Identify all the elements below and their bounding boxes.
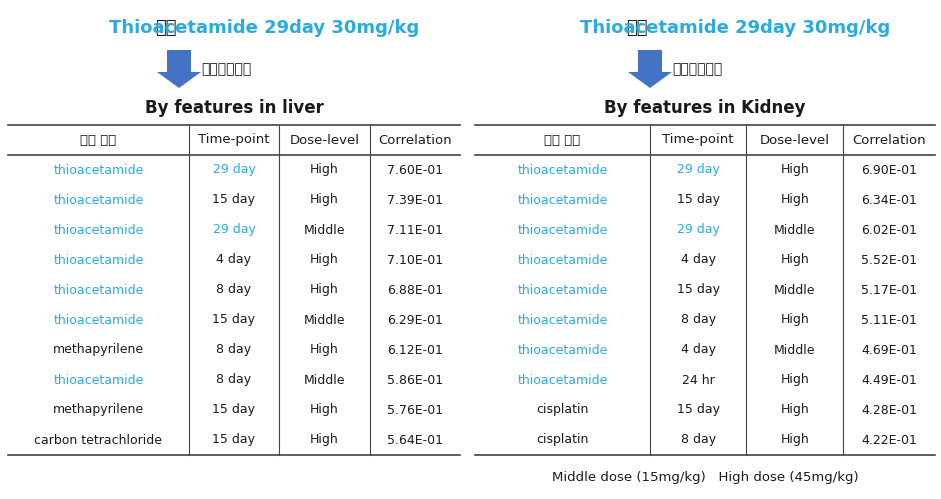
Text: thioacetamide: thioacetamide [518,283,608,296]
Text: Correlation: Correlation [853,134,926,147]
Text: 6.88E-01: 6.88E-01 [387,283,443,296]
Text: thioacetamide: thioacetamide [54,313,144,326]
Text: 8 day: 8 day [216,283,251,296]
Text: High: High [780,253,809,266]
Text: 5.64E-01: 5.64E-01 [387,434,443,447]
Text: By features in liver: By features in liver [145,99,324,117]
Text: High: High [310,164,339,177]
Text: 29 day: 29 day [213,164,255,177]
Text: 15 day: 15 day [677,283,720,296]
Text: Middle dose (15mg/kg)   High dose (45mg/kg): Middle dose (15mg/kg) High dose (45mg/kg… [551,472,858,485]
Text: 6.34E-01: 6.34E-01 [861,194,917,207]
Text: cisplatin: cisplatin [536,404,588,417]
Text: 4.49E-01: 4.49E-01 [861,373,917,387]
Text: 5.11E-01: 5.11E-01 [861,313,917,326]
Text: thioacetamide: thioacetamide [54,194,144,207]
Text: 유사실험검출: 유사실험검출 [201,62,251,76]
Text: thioacetamide: thioacetamide [518,373,608,387]
Text: 입력: 입력 [627,19,647,37]
Text: 15 day: 15 day [213,313,256,326]
Text: By features in Kidney: By features in Kidney [604,99,805,117]
Text: 8 day: 8 day [216,373,251,387]
Text: Middle: Middle [774,283,816,296]
Text: 7.11E-01: 7.11E-01 [387,224,443,237]
Text: Time-point: Time-point [199,134,270,147]
Text: 6.90E-01: 6.90E-01 [861,164,917,177]
Text: Middle: Middle [304,373,345,387]
Text: High: High [310,283,339,296]
Text: 29 day: 29 day [677,224,720,237]
Text: Dose-level: Dose-level [759,134,830,147]
Text: Middle: Middle [774,343,816,356]
Polygon shape [628,50,672,88]
Text: High: High [310,253,339,266]
Text: 29 day: 29 day [213,224,255,237]
Text: 8 day: 8 day [680,313,716,326]
Text: High: High [310,194,339,207]
Text: 6.12E-01: 6.12E-01 [387,343,442,356]
Text: 4.22E-01: 4.22E-01 [861,434,917,447]
Text: thioacetamide: thioacetamide [54,253,144,266]
Text: 15 day: 15 day [677,194,720,207]
Text: 8 day: 8 day [680,434,716,447]
Text: 약물 이름: 약물 이름 [80,134,117,147]
Text: High: High [780,404,809,417]
Text: High: High [310,343,339,356]
Text: 24 hr: 24 hr [681,373,714,387]
Text: 4.28E-01: 4.28E-01 [861,404,917,417]
Text: 5.76E-01: 5.76E-01 [387,404,443,417]
Text: thioacetamide: thioacetamide [54,283,144,296]
Text: methapyrilene: methapyrilene [53,343,144,356]
Text: 유사실험검출: 유사실험검출 [672,62,723,76]
Text: thioacetamide: thioacetamide [518,313,608,326]
Text: thioacetamide: thioacetamide [54,224,144,237]
Text: 5.86E-01: 5.86E-01 [387,373,443,387]
Text: 4 day: 4 day [216,253,251,266]
Text: cisplatin: cisplatin [536,434,588,447]
Text: thioacetamide: thioacetamide [518,253,608,266]
Text: 15 day: 15 day [213,434,256,447]
Text: 15 day: 15 day [213,194,256,207]
Text: 7.60E-01: 7.60E-01 [387,164,443,177]
Text: 5.17E-01: 5.17E-01 [861,283,917,296]
Text: 7.10E-01: 7.10E-01 [387,253,443,266]
Text: methapyrilene: methapyrilene [53,404,144,417]
Text: 15 day: 15 day [213,404,256,417]
Text: Middle: Middle [304,313,345,326]
Text: High: High [780,373,809,387]
Text: Middle: Middle [304,224,345,237]
Text: Correlation: Correlation [378,134,452,147]
Text: 약물 이름: 약물 이름 [544,134,581,147]
Text: Thioacetamide 29day 30mg/kg: Thioacetamide 29day 30mg/kg [109,19,419,37]
Text: Thioacetamide 29day 30mg/kg: Thioacetamide 29day 30mg/kg [580,19,890,37]
Text: Time-point: Time-point [662,134,734,147]
Text: High: High [780,164,809,177]
Text: 29 day: 29 day [677,164,720,177]
Text: thioacetamide: thioacetamide [518,164,608,177]
Text: Middle: Middle [774,224,816,237]
Text: High: High [310,404,339,417]
Text: 6.02E-01: 6.02E-01 [861,224,917,237]
Text: 6.29E-01: 6.29E-01 [387,313,442,326]
Text: 입력: 입력 [155,19,177,37]
Text: Dose-level: Dose-level [290,134,359,147]
Text: High: High [780,434,809,447]
Text: 8 day: 8 day [216,343,251,356]
Text: thioacetamide: thioacetamide [54,373,144,387]
Text: High: High [780,313,809,326]
Text: thioacetamide: thioacetamide [518,194,608,207]
Text: thioacetamide: thioacetamide [54,164,144,177]
Text: carbon tetrachloride: carbon tetrachloride [35,434,163,447]
Text: 4 day: 4 day [680,253,715,266]
Text: 15 day: 15 day [677,404,720,417]
Text: 7.39E-01: 7.39E-01 [387,194,443,207]
Text: High: High [310,434,339,447]
Text: thioacetamide: thioacetamide [518,343,608,356]
Polygon shape [157,50,201,88]
Text: 4.69E-01: 4.69E-01 [861,343,917,356]
Text: High: High [780,194,809,207]
Text: thioacetamide: thioacetamide [518,224,608,237]
Text: 4 day: 4 day [680,343,715,356]
Text: 5.52E-01: 5.52E-01 [861,253,917,266]
